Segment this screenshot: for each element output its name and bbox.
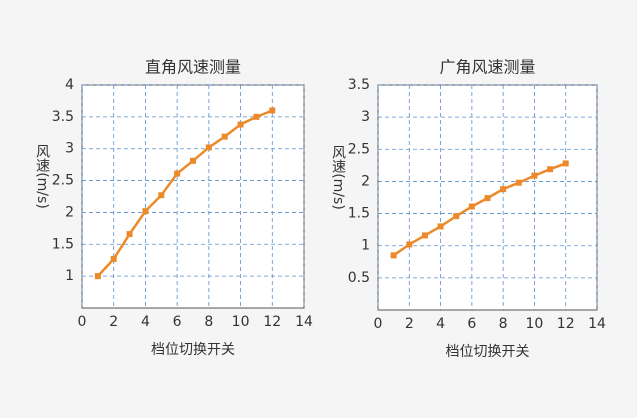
chart-title: 广角风速测量 [439,58,535,77]
y-tick-label: 2.5 [348,141,370,157]
data-point [484,195,491,202]
x-tick-label: 6 [467,316,476,332]
x-tick-label: 8 [499,316,508,332]
y-tick-label: 1.5 [348,206,370,222]
y-axis-label: 风速(m/s) [330,145,346,210]
data-point [515,179,522,186]
y-tick-label: 3 [65,141,74,157]
y-tick-label: 2 [361,173,370,189]
x-tick-label: 8 [204,314,213,330]
data-point [547,166,554,173]
data-point [500,186,507,193]
x-tick-label: 0 [78,314,87,330]
data-point [468,203,475,210]
data-point [221,133,228,140]
x-tick-label: 14 [295,314,313,330]
data-point [421,232,428,239]
data-point [453,213,460,220]
data-point [126,231,133,238]
y-tick-label: 1 [65,268,74,284]
y-tick-label: 2 [65,204,74,220]
x-tick-label: 2 [109,314,118,330]
data-point [190,157,196,164]
data-point [406,241,413,248]
y-tick-label: 3.5 [348,77,370,93]
data-point [531,172,538,179]
x-tick-label: 12 [557,316,575,332]
data-point [142,208,149,215]
plot-area [81,84,305,309]
data-point [269,107,276,114]
data-point [94,273,101,280]
data-point [390,252,397,259]
y-tick-label: 4 [65,77,74,93]
x-tick-label: 0 [374,316,383,332]
data-point [237,121,244,128]
data-point [158,192,165,199]
x-tick-label: 12 [263,314,281,330]
data-point [110,255,117,262]
y-tick-label: 3.5 [52,109,74,125]
x-tick-label: 4 [436,316,445,332]
y-tick-label: 0.5 [348,270,370,286]
y-tick-label: 2.5 [52,173,74,189]
x-tick-label: 10 [232,314,250,330]
data-point [253,113,260,120]
data-point [437,223,444,230]
x-tick-label: 10 [526,316,544,332]
data-point [562,160,569,167]
x-tick-label: 4 [141,314,150,330]
y-tick-label: 1.5 [52,236,74,252]
x-axis-label: 档位切换开关 [446,343,530,360]
data-point [174,170,181,177]
data-point [205,144,212,151]
x-tick-label: 6 [173,314,182,330]
y-tick-label: 1 [361,238,370,254]
chart-title: 直角风速测量 [145,58,241,77]
x-tick-label: 2 [405,316,414,332]
x-axis-label: 档位切换开关 [151,341,235,358]
y-axis-label: 风速(m/s) [34,144,50,209]
x-tick-label: 14 [588,316,606,332]
y-tick-label: 3 [361,109,370,125]
